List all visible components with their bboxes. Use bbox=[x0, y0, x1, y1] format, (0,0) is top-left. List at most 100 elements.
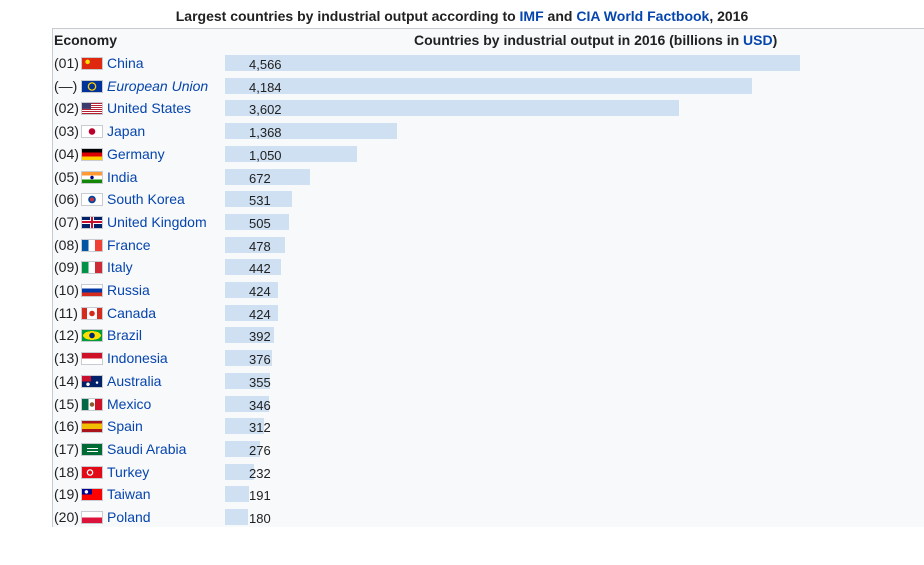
rank-label: (13) bbox=[54, 350, 79, 367]
rank-label: (12) bbox=[54, 327, 79, 344]
country-link[interactable]: United States bbox=[107, 100, 192, 117]
rank-label: (20) bbox=[54, 509, 79, 525]
indonesia-flag-icon bbox=[81, 352, 103, 366]
bar-value-label: 346 bbox=[249, 397, 271, 413]
country-link[interactable]: Italy bbox=[107, 259, 133, 276]
country-link[interactable]: Turkey bbox=[107, 463, 150, 480]
australia-flag-icon bbox=[81, 374, 103, 388]
rank-label: (05) bbox=[54, 168, 79, 185]
china-flag-icon bbox=[81, 57, 103, 70]
country-link[interactable]: China bbox=[107, 55, 144, 71]
bar-value-label: 4,566 bbox=[249, 57, 282, 72]
bar-value-label: 424 bbox=[249, 306, 271, 322]
chart-column-header: Countries by industrial output in 2016 (… bbox=[414, 32, 777, 48]
title-text: Largest countries by industrial output a… bbox=[175, 8, 520, 24]
bar-value-label: 276 bbox=[249, 442, 271, 458]
country-link[interactable]: France bbox=[107, 236, 151, 253]
bar bbox=[225, 168, 310, 185]
title-text-year: , 2016 bbox=[709, 8, 749, 24]
india-flag-icon bbox=[81, 170, 103, 184]
table-row: 4,184 (—) European Union bbox=[0, 75, 924, 97]
rank-label: (06) bbox=[54, 191, 79, 208]
country-link[interactable]: Taiwan bbox=[107, 486, 151, 503]
country-link[interactable]: South Korea bbox=[107, 191, 185, 208]
bar bbox=[225, 213, 289, 230]
rank-label: (11) bbox=[54, 304, 78, 321]
table-row: 355 (14) Australia bbox=[0, 370, 924, 392]
table-row: 442 (09) Italy bbox=[0, 256, 924, 278]
bar bbox=[225, 259, 281, 276]
bar-value-label: 191 bbox=[249, 488, 271, 504]
table-row: 346 (15) Mexico bbox=[0, 393, 924, 415]
italy-flag-icon bbox=[81, 261, 103, 275]
country-link[interactable]: Mexico bbox=[107, 395, 152, 412]
bar-value-label: 531 bbox=[249, 193, 271, 209]
taiwan-flag-icon bbox=[81, 488, 103, 502]
table-row: 276 (17) Saudi Arabia bbox=[0, 438, 924, 460]
economy-column-header: Economy bbox=[54, 32, 118, 48]
rank-label: (01) bbox=[54, 55, 79, 71]
rank-label: (02) bbox=[54, 100, 79, 117]
table-row: 232 (18) Turkey bbox=[0, 461, 924, 483]
bar-value-label: 180 bbox=[249, 511, 271, 526]
table-row: 1,368 (03) Japan bbox=[0, 120, 924, 142]
bar-value-label: 505 bbox=[249, 215, 271, 231]
bar-value-label: 672 bbox=[249, 170, 271, 186]
table-row: 392 (12) Brazil bbox=[0, 324, 924, 346]
bar bbox=[225, 123, 398, 140]
country-link[interactable]: Japan bbox=[107, 123, 146, 140]
bar bbox=[225, 418, 265, 435]
poland-flag-icon bbox=[81, 511, 103, 524]
rank-label: (03) bbox=[54, 123, 79, 140]
chart-header-text: Countries by industrial output in 2016 (… bbox=[414, 32, 744, 48]
table-row: 312 (16) Spain bbox=[0, 415, 924, 437]
canada-flag-icon bbox=[81, 306, 103, 320]
bar bbox=[225, 282, 279, 298]
bar bbox=[225, 100, 679, 117]
bar bbox=[225, 145, 358, 162]
table-row: 424 (10) Russia bbox=[0, 279, 924, 301]
country-link[interactable]: Germany bbox=[107, 145, 165, 162]
rank-label: (08) bbox=[54, 236, 79, 253]
country-link[interactable]: Saudi Arabia bbox=[107, 440, 187, 457]
bar bbox=[225, 486, 250, 503]
country-link[interactable]: Spain bbox=[107, 418, 143, 435]
table-row: 1,050 (04) Germany bbox=[0, 143, 924, 165]
usa-flag-icon bbox=[81, 102, 103, 116]
country-link[interactable]: European Union bbox=[107, 77, 209, 94]
bar bbox=[225, 509, 248, 525]
bar bbox=[225, 77, 752, 94]
bar bbox=[225, 463, 255, 480]
mexico-flag-icon bbox=[81, 397, 103, 411]
rank-label: (—) bbox=[54, 77, 78, 94]
table-row: 4,566 (01) China bbox=[0, 52, 924, 74]
bar-value-label: 3,602 bbox=[249, 102, 282, 118]
bar-value-label: 392 bbox=[249, 329, 271, 345]
country-link[interactable]: Russia bbox=[107, 282, 150, 298]
japan-flag-icon bbox=[81, 125, 103, 139]
country-link[interactable]: Indonesia bbox=[107, 350, 168, 367]
rank-label: (14) bbox=[54, 372, 79, 389]
country-link[interactable]: Poland bbox=[107, 509, 151, 525]
bar-value-label: 1,050 bbox=[249, 147, 282, 163]
cia-world-factbook-link[interactable]: CIA World Factbook bbox=[576, 8, 710, 24]
country-link[interactable]: India bbox=[107, 168, 138, 185]
country-link[interactable]: Brazil bbox=[107, 327, 143, 344]
imf-link[interactable]: IMF bbox=[519, 8, 544, 24]
usd-link[interactable]: USD bbox=[743, 32, 773, 48]
chart-header-text-end: ) bbox=[772, 32, 778, 48]
bar-value-label: 1,368 bbox=[249, 125, 282, 141]
country-link[interactable]: United Kingdom bbox=[107, 213, 207, 230]
rank-label: (19) bbox=[54, 486, 79, 503]
bar-value-label: 312 bbox=[249, 420, 271, 436]
eu-flag-icon bbox=[81, 79, 103, 93]
rank-label: (07) bbox=[54, 213, 79, 230]
table-row: 3,602 (02) United States bbox=[0, 97, 924, 119]
bar bbox=[225, 350, 273, 367]
country-link[interactable]: Canada bbox=[107, 304, 157, 321]
uk-flag-icon bbox=[81, 215, 103, 229]
bar bbox=[225, 372, 270, 389]
country-link[interactable]: Australia bbox=[107, 372, 162, 389]
bar bbox=[225, 304, 279, 321]
